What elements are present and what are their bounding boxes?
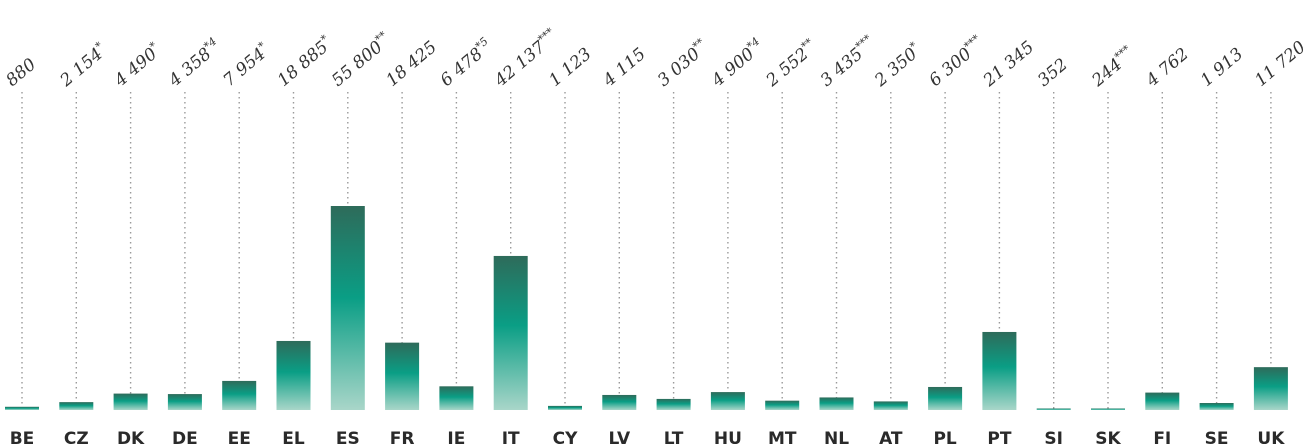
bar-ie — [439, 386, 474, 410]
bar-cy — [548, 405, 582, 410]
category-label-dk: DK — [117, 429, 145, 448]
value-label-lv: 4 115 — [599, 44, 650, 91]
value-label-at: 2 350* — [869, 39, 926, 92]
category-label-ie: IE — [447, 429, 465, 448]
category-label-hu: HU — [714, 429, 742, 448]
category-label-nl: NL — [824, 429, 849, 448]
category-label-sk: SK — [1095, 429, 1121, 448]
category-labels: BE CZ DK DE EE EL ES FR IE IT CY LV LT HU MT NL AT PL PT SI… — [10, 429, 1286, 448]
bar-cz — [59, 402, 94, 410]
value-label-dk: 4 490* — [109, 39, 166, 92]
bars — [5, 206, 1288, 410]
category-label-de: DE — [172, 429, 198, 448]
category-label-cy: CY — [553, 429, 578, 448]
guide-lines — [21, 92, 1272, 409]
category-label-be: BE — [10, 429, 35, 448]
category-label-ee: EE — [228, 429, 251, 448]
value-label-ie: 6 478*5 — [435, 35, 496, 91]
bar-mt — [765, 400, 800, 410]
bar-uk — [1253, 367, 1288, 410]
bar-fi — [1145, 392, 1180, 410]
value-label-el: 18 885* — [273, 32, 337, 91]
bar-lt — [656, 398, 691, 410]
bar-fr — [385, 342, 420, 410]
value-label-uk: 11 720 — [1251, 37, 1310, 91]
value-label-nl: 3 435*** — [816, 32, 880, 91]
category-label-uk: UK — [1257, 429, 1285, 448]
value-label-be: 880 — [2, 55, 40, 91]
category-label-se: SE — [1205, 429, 1229, 448]
bar-it — [493, 255, 528, 410]
value-label-sk: 244*** — [1086, 42, 1139, 91]
value-label-fr: 18 425 — [382, 37, 440, 91]
value-label-se: 1 913 — [1197, 44, 1247, 91]
bar-de — [167, 394, 202, 410]
category-label-pt: PT — [987, 429, 1011, 448]
bar-si — [1036, 408, 1071, 410]
bar-nl — [819, 397, 854, 410]
value-label-hu: 4 900*4 — [706, 35, 768, 92]
category-label-si: SI — [1044, 429, 1063, 448]
bar-es — [330, 206, 365, 410]
bar-pt — [982, 331, 1017, 410]
value-label-pl: 6 300*** — [924, 32, 988, 91]
value-label-cz: 2 154* — [55, 39, 112, 92]
bar-pl — [928, 386, 963, 410]
category-label-lv: LV — [608, 429, 630, 448]
category-label-fr: FR — [390, 429, 415, 448]
category-label-mt: MT — [768, 429, 797, 448]
category-label-pl: PL — [933, 429, 956, 448]
category-label-el: EL — [282, 429, 305, 448]
bar-dk — [113, 393, 148, 410]
value-label-fi: 4 762 — [1142, 44, 1193, 91]
bar-hu — [710, 392, 745, 410]
value-labels: 880 2 154* 4 490* 4 358*47 954* 18 885*55 80… — [2, 25, 1309, 92]
bar-sk — [1091, 408, 1125, 410]
value-label-pt: 21 345 — [979, 37, 1038, 91]
value-label-cy: 1 123 — [545, 44, 595, 91]
category-label-cz: CZ — [64, 429, 89, 448]
bar-ee — [222, 380, 257, 410]
value-label-de: 4 358*4 — [163, 35, 225, 92]
value-label-si: 352 — [1034, 55, 1072, 91]
bar-el — [276, 340, 311, 410]
category-label-lt: LT — [664, 429, 684, 448]
value-label-es: 55 800** — [327, 28, 396, 90]
value-label-mt: 2 552** — [761, 35, 822, 91]
bar-se — [1199, 403, 1234, 410]
bar-be — [5, 406, 39, 410]
bar-lv — [602, 394, 637, 410]
value-label-ee: 7 954* — [218, 39, 274, 91]
category-label-at: AT — [879, 429, 903, 448]
category-label-es: ES — [336, 429, 360, 448]
value-label-lt: 3 030** — [653, 35, 713, 91]
bar-at — [873, 401, 908, 410]
category-label-it: IT — [502, 429, 520, 448]
category-label-fi: FI — [1153, 429, 1171, 448]
